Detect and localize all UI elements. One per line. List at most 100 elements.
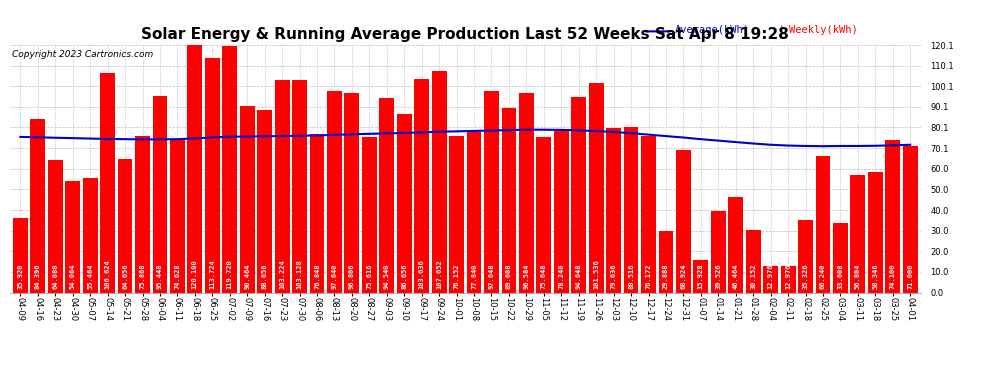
Text: 71.000: 71.000 <box>907 264 913 290</box>
Bar <box>885 140 900 292</box>
Bar <box>798 220 813 292</box>
Bar <box>240 106 254 292</box>
Bar <box>257 110 272 292</box>
Bar <box>432 70 446 292</box>
Text: 79.636: 79.636 <box>611 264 617 290</box>
Bar <box>693 260 708 292</box>
Title: Solar Energy & Running Average Production Last 52 Weeks Sat Apr 8 19:28: Solar Energy & Running Average Productio… <box>142 27 789 42</box>
Text: 76.172: 76.172 <box>645 264 651 290</box>
Text: Weekly(kWh): Weekly(kWh) <box>789 25 857 35</box>
Text: 88.656: 88.656 <box>261 264 267 290</box>
Text: 80.516: 80.516 <box>628 264 634 290</box>
Text: 75.616: 75.616 <box>366 264 372 290</box>
Text: 90.464: 90.464 <box>245 264 250 290</box>
Text: 97.648: 97.648 <box>488 264 494 290</box>
Bar <box>606 128 621 292</box>
Text: 86.656: 86.656 <box>401 264 407 290</box>
Text: 35.326: 35.326 <box>803 264 809 290</box>
Bar <box>833 223 847 292</box>
Bar <box>519 93 534 292</box>
Text: 33.608: 33.608 <box>838 264 843 290</box>
Bar <box>83 178 98 292</box>
Text: 106.624: 106.624 <box>105 260 111 290</box>
Bar <box>658 231 673 292</box>
Text: Copyright 2023 Cartronics.com: Copyright 2023 Cartronics.com <box>12 50 153 59</box>
Text: 30.152: 30.152 <box>750 264 756 290</box>
Bar <box>729 197 743 292</box>
Bar <box>676 150 691 292</box>
Text: 12.976: 12.976 <box>767 264 773 290</box>
Text: 76.848: 76.848 <box>314 264 320 290</box>
Bar <box>13 219 28 292</box>
Bar <box>624 127 639 292</box>
Bar <box>118 159 133 292</box>
Text: 77.840: 77.840 <box>471 264 477 290</box>
Text: 103.224: 103.224 <box>279 260 285 290</box>
Text: 94.540: 94.540 <box>384 264 390 290</box>
Bar <box>868 172 883 292</box>
Text: 101.536: 101.536 <box>593 260 599 290</box>
Bar <box>345 93 359 292</box>
Bar <box>642 135 656 292</box>
Text: 94.648: 94.648 <box>576 264 582 290</box>
Bar <box>449 136 464 292</box>
Text: 64.656: 64.656 <box>122 264 128 290</box>
Text: 96.806: 96.806 <box>348 264 354 290</box>
Text: 15.928: 15.928 <box>698 264 704 290</box>
Bar <box>502 108 517 292</box>
Text: 107.652: 107.652 <box>437 260 443 290</box>
Bar <box>48 160 62 292</box>
Bar <box>850 176 865 292</box>
Bar <box>135 136 149 292</box>
Text: 68.924: 68.924 <box>680 264 686 290</box>
Text: 12.976: 12.976 <box>785 264 791 290</box>
Text: 46.464: 46.464 <box>733 264 739 290</box>
Bar <box>223 46 238 292</box>
Bar <box>310 134 325 292</box>
Text: 76.152: 76.152 <box>453 264 459 290</box>
Bar <box>903 146 918 292</box>
Bar <box>745 230 760 292</box>
Text: 78.240: 78.240 <box>558 264 564 290</box>
Text: 75.648: 75.648 <box>541 264 546 290</box>
Bar <box>274 80 289 292</box>
Bar <box>327 91 342 292</box>
Bar <box>292 80 307 292</box>
Text: 75.868: 75.868 <box>140 264 146 290</box>
Bar <box>414 79 429 292</box>
Bar <box>589 83 604 292</box>
Bar <box>397 114 412 292</box>
Text: 66.240: 66.240 <box>820 264 826 290</box>
Text: 103.128: 103.128 <box>297 260 303 290</box>
Text: 103.636: 103.636 <box>419 260 425 290</box>
Text: 113.724: 113.724 <box>209 260 215 290</box>
Text: 74.628: 74.628 <box>174 264 180 290</box>
Text: 56.804: 56.804 <box>855 264 861 290</box>
Bar <box>763 266 778 292</box>
Text: 39.526: 39.526 <box>716 264 722 290</box>
Text: 97.640: 97.640 <box>332 264 338 290</box>
Text: 64.080: 64.080 <box>52 264 58 290</box>
Text: 89.608: 89.608 <box>506 264 512 290</box>
Text: 84.396: 84.396 <box>35 264 41 290</box>
Text: 29.888: 29.888 <box>663 264 669 290</box>
Text: 54.064: 54.064 <box>69 264 75 290</box>
Bar <box>379 98 394 292</box>
Bar <box>711 211 726 292</box>
Bar <box>816 156 831 292</box>
Bar <box>553 131 568 292</box>
Text: 55.464: 55.464 <box>87 264 93 290</box>
Bar <box>466 132 481 292</box>
Text: 119.720: 119.720 <box>227 260 233 290</box>
Bar <box>362 136 377 292</box>
Text: |: | <box>779 25 783 35</box>
Bar <box>571 98 586 292</box>
Bar <box>31 118 46 292</box>
Text: 35.920: 35.920 <box>18 264 24 290</box>
Text: 120.100: 120.100 <box>192 260 198 290</box>
Bar <box>484 91 499 292</box>
Text: 58.346: 58.346 <box>872 264 878 290</box>
Text: Average(kWh): Average(kWh) <box>675 25 749 35</box>
Text: 95.448: 95.448 <box>157 264 163 290</box>
Bar <box>65 181 80 292</box>
